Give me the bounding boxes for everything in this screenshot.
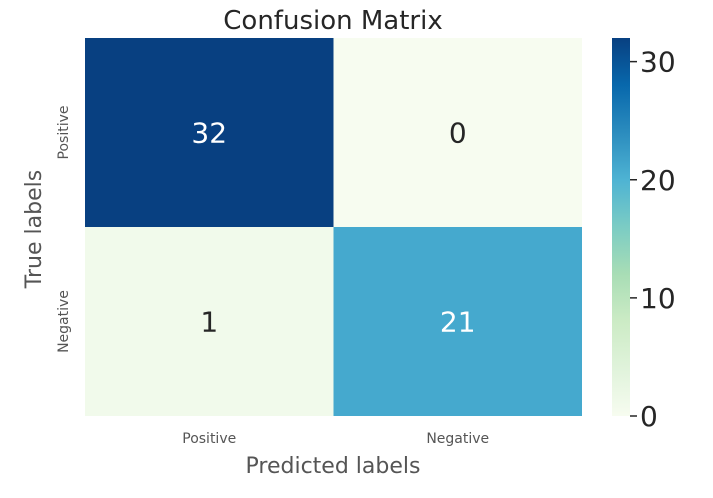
colorbar-tick-label: 0 (640, 400, 658, 433)
colorbar-tick-label: 20 (640, 164, 676, 197)
x-tick-label: Positive (182, 431, 236, 447)
chart-title: Confusion Matrix (223, 6, 442, 36)
heatmap-cell (85, 227, 334, 416)
y-tick-label: Negative (56, 290, 72, 353)
cell-value-label: 32 (191, 117, 227, 150)
colorbar-tick-label: 10 (640, 282, 676, 315)
colorbar (612, 38, 630, 416)
heatmap-cell (333, 227, 582, 416)
cell-value-label: 21 (440, 306, 476, 339)
heatmap-cell (85, 38, 334, 227)
x-tick-labels: Positive Negative (182, 431, 489, 447)
x-axis-label: Predicted labels (246, 454, 421, 479)
heatmap-cells (85, 38, 582, 416)
y-axis-label: True labels (22, 170, 47, 289)
colorbar-tick-label: 30 (640, 46, 676, 79)
cell-value-label: 1 (200, 306, 218, 339)
cell-value-label: 0 (449, 117, 467, 150)
x-tick-label: Negative (426, 431, 489, 447)
heatmap-annotations: 32 0 1 21 (191, 117, 475, 339)
colorbar-ticks: 0 10 20 30 (630, 46, 676, 433)
heatmap-cell (333, 38, 582, 227)
y-tick-label: Positive (56, 106, 72, 160)
y-tick-labels: Positive Negative (56, 106, 72, 353)
